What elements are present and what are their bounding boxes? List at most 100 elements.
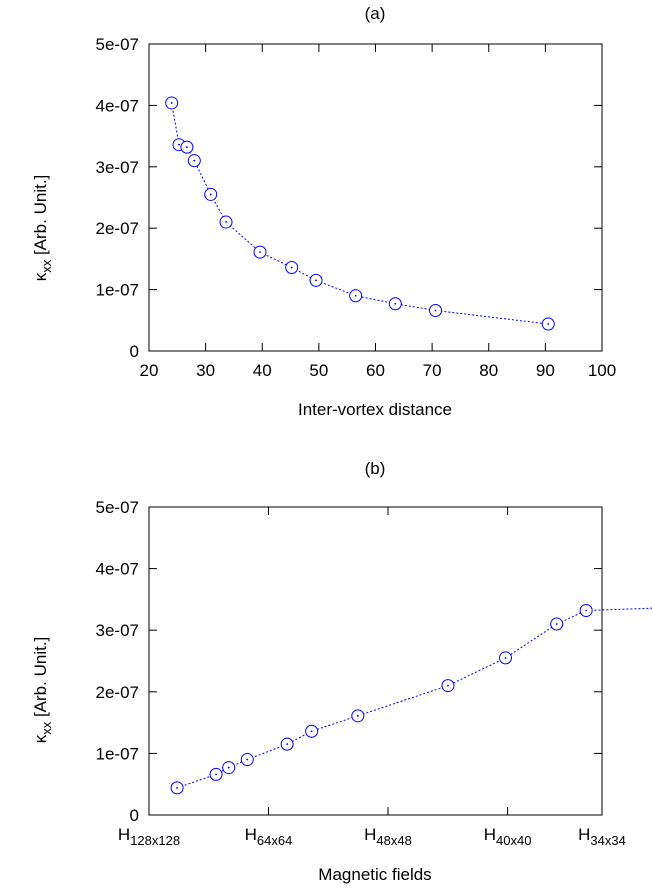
panel-a-data-point-center (394, 302, 397, 305)
panel-b-data-point (351, 709, 365, 723)
panel-b-xtick-label: H34x34 (578, 825, 626, 848)
panel-b-data-point-center (215, 773, 217, 776)
panel-a-data-point-center (170, 102, 173, 104)
panel-b-data-point-center (246, 758, 249, 761)
panel-a-ticks: 0 1e-07 2e-07 3e-07 4e-07 5e-07 20 30 40 50 60 70 80… (96, 35, 617, 380)
panel-a-data-point (429, 303, 443, 317)
panel-a-ylabel: κxx [Arb. Unit.] (31, 175, 54, 282)
panel-b-ytick-label: 1e-07 (96, 744, 139, 763)
panel-a-ytick-label: 4e-07 (96, 96, 139, 115)
panel-a-data-point-center (193, 159, 196, 162)
panel-b-ylabel-main: κ (31, 734, 50, 743)
panel-a-data-point (219, 215, 233, 229)
panel-a-points (165, 96, 555, 331)
svg-text:κxx [Arb. Unit.]: κxx [Arb. Unit.] (31, 637, 54, 744)
panel-a-xtick-label: 60 (366, 361, 385, 380)
panel-b-xlabel: Magnetic fields (318, 865, 431, 884)
panel-a-xtick-label: 20 (140, 361, 159, 380)
panel-b-data-point (499, 651, 513, 665)
panel-b-xtick-label: H48x48 (364, 825, 412, 848)
panel-b-plot-frame (148, 506, 603, 816)
panel-b-xtick-label-sub: 48x48 (376, 833, 411, 848)
panel-a-ytick-label: 3e-07 (96, 158, 139, 177)
panel-b-xtick-label: H128x128 (118, 825, 180, 848)
panel-a-data-point (180, 140, 194, 154)
panel-b-xtick-label: H64x64 (245, 825, 293, 848)
panel-b-ylabel-sub: xx (39, 721, 54, 735)
panel-a-data-point (165, 96, 179, 110)
panel-a-ytick-label: 0 (130, 342, 139, 361)
panel-b-data-point (550, 617, 564, 631)
panel-a-xlabel: Inter-vortex distance (298, 400, 452, 419)
panel-a-ylabel-sub: xx (39, 259, 54, 273)
panel-b-data-point (305, 724, 319, 738)
panel-b-data-point-center (504, 657, 507, 659)
panel-b-data-point-center (286, 743, 289, 746)
panel-b-data-point (579, 603, 593, 617)
panel-a-xtick-label: 40 (253, 361, 272, 380)
panel-a-data-point-center (547, 323, 550, 325)
panel-a-data-point (285, 260, 299, 274)
panel-a-data-point (541, 317, 555, 331)
panel-a-data-point-center (225, 221, 227, 223)
panel-b-xtick-label-main: H (364, 825, 376, 844)
panel-a-xtick-label: 100 (588, 361, 616, 380)
panel-a-plot-frame (148, 43, 603, 352)
panel-a: (a) κxx [Arb. Unit.] Inter-vortex distan… (31, 4, 616, 419)
panel-b-xtick-label-sub: 34x34 (590, 833, 625, 848)
panel-b: (b) κxx [Arb. Unit.] Magnetic fields 0 1e… (31, 459, 652, 884)
panel-a-data-point-center (178, 143, 180, 146)
panel-a-ylabel-rest: [Arb. Unit.] (31, 175, 50, 260)
panel-b-xtick-label-main: H (578, 825, 590, 844)
panel-b-xtick-label-main: H (118, 825, 130, 844)
panel-b-ytick-label: 5e-07 (96, 498, 139, 517)
panel-a-data-point (349, 289, 363, 303)
panel-a-data-point (253, 245, 267, 259)
panel-a-title: (a) (365, 4, 386, 23)
panel-a-data-point-center (315, 279, 317, 282)
panel-b-ytick-label: 2e-07 (96, 683, 139, 702)
panel-a-data-point-center (290, 266, 293, 269)
panel-b-points (170, 603, 652, 795)
panel-b-ytick-label: 3e-07 (96, 621, 139, 640)
panel-b-data-point (170, 781, 184, 795)
panel-b-data-point-center (310, 730, 313, 733)
panel-b-xtick-label-main: H (245, 825, 257, 844)
panel-b-data-point-center (555, 623, 558, 625)
panel-a-xtick-label: 80 (479, 361, 498, 380)
panel-a-data-point (309, 273, 323, 287)
panel-b-data-point-center (176, 786, 178, 789)
panel-b-ylabel-rest: [Arb. Unit.] (31, 637, 50, 722)
panel-a-xtick-label: 50 (309, 361, 328, 380)
panel-a-data-point-center (186, 146, 188, 149)
panel-b-data-point-center (356, 714, 359, 717)
panel-a-data-point (187, 154, 201, 168)
panel-a-ytick-label: 2e-07 (96, 219, 139, 238)
panel-b-data-point (222, 761, 236, 775)
panel-b-data-point-center (447, 684, 449, 687)
panel-b-ytick-label: 0 (130, 806, 139, 825)
panel-b-xtick-label-sub: 40x40 (496, 833, 531, 848)
panel-b-data-point (240, 753, 254, 767)
panel-a-xtick-label: 30 (196, 361, 215, 380)
panel-a-ytick-label: 1e-07 (96, 281, 139, 300)
panel-a-data-point (204, 187, 218, 201)
panel-b-data-point (280, 737, 294, 751)
panel-b-data-point-center (585, 609, 588, 612)
panel-b-xtick-label: H40x40 (484, 825, 532, 848)
svg-text:κxx [Arb. Unit.]: κxx [Arb. Unit.] (31, 175, 54, 282)
panel-a-data-point (388, 297, 402, 311)
panel-a-ytick-label: 5e-07 (96, 35, 139, 54)
panel-a-xtick-label: 90 (536, 361, 555, 380)
panel-a-ylabel-main: κ (31, 272, 50, 281)
panel-b-xtick-label-sub: 128x128 (130, 833, 180, 848)
panel-b-title: (b) (365, 459, 386, 478)
panel-b-xtick-label-main: H (484, 825, 496, 844)
panel-b-data-point (209, 767, 223, 781)
panel-a-data-point-center (259, 251, 261, 254)
panel-b-xtick-label-sub: 64x64 (257, 833, 292, 848)
panel-a-data-point-center (209, 193, 212, 196)
panel-b-data-point-center (227, 766, 230, 769)
